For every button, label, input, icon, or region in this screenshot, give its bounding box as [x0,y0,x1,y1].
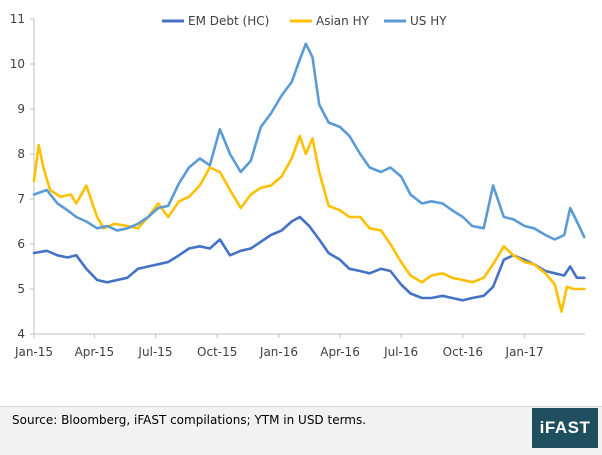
x-tick-label: Oct-15 [197,345,237,359]
chart-footer: Source: Bloomberg, iFAST compilations; Y… [0,406,602,455]
y-tick-label: 4 [17,327,25,341]
x-tick-label: Jul-16 [383,345,418,359]
x-tick-label: Apr-16 [320,345,360,359]
legend-label: US HY [410,14,447,28]
y-tick-label: 7 [17,192,25,206]
x-tick-label: Apr-15 [75,345,115,359]
x-tick-label: Jan-16 [259,345,298,359]
source-note: Source: Bloomberg, iFAST compilations; Y… [12,413,367,427]
y-tick-label: 9 [17,102,25,116]
x-tick-label: Jan-17 [505,345,544,359]
legend-label: EM Debt (HC) [188,14,269,28]
legend-label: Asian HY [316,14,370,28]
y-tick-label: 8 [17,147,25,161]
y-tick-label: 11 [10,12,25,26]
x-tick-label: Jul-15 [137,345,172,359]
x-tick-label: Jan-15 [14,345,53,359]
y-tick-label: 6 [17,237,25,251]
series-line-em-debt-hc [32,215,586,302]
x-tick-label: Oct-16 [443,345,483,359]
series-line-asian-hy [32,134,586,313]
series-line-us-hy [32,42,586,241]
ifast-logo: iFAST [532,408,598,448]
y-tick-label: 5 [17,282,25,296]
y-tick-label: 10 [10,57,25,71]
line-chart: 4 5 6 7 8 9 10 11 Jan-15 Apr-15 Jul-15 Oct-15 Jan-16… [10,12,586,359]
